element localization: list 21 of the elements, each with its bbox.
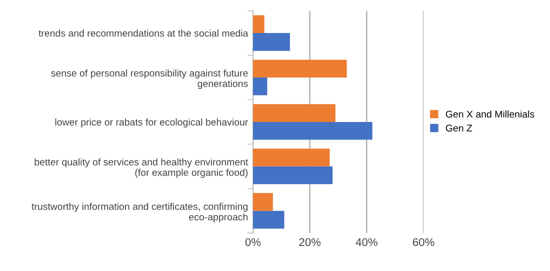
bar	[253, 210, 284, 229]
legend-label: Gen X and Millenials	[446, 110, 534, 118]
bar	[253, 33, 290, 51]
y-tick-label: trustworthy information and certificates, confirming eco-approach	[32, 202, 248, 222]
y-tick-label: better quality of services and healthy environment (for example organic food)	[34, 158, 248, 178]
bar	[253, 104, 336, 122]
legend-label: Gen Z	[446, 124, 472, 132]
bar	[253, 15, 264, 34]
bar	[253, 193, 273, 211]
y-tick-label: trends and recommendations at the social media	[38, 30, 248, 37]
x-tick-label: 60%	[412, 238, 434, 246]
bar	[253, 60, 347, 78]
bar	[253, 166, 333, 184]
bar	[253, 78, 268, 96]
bar	[253, 122, 372, 140]
y-tick-label: lower price or rabats for ecological behaviour	[55, 118, 248, 128]
x-tick-label: 0%	[245, 238, 261, 246]
x-tick-label: 20%	[299, 238, 321, 246]
y-tick-label: sense of personal responsibility against future generations	[51, 69, 248, 89]
x-tick-label: 40%	[356, 238, 378, 246]
bar	[253, 148, 330, 166]
